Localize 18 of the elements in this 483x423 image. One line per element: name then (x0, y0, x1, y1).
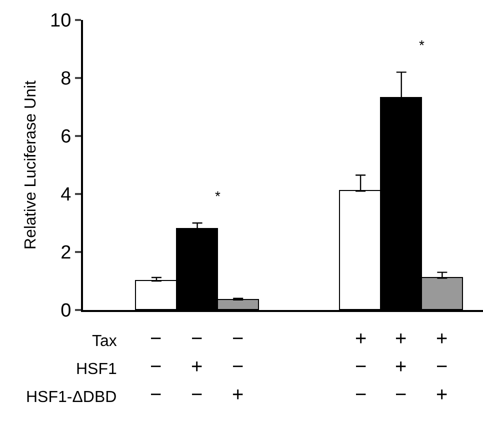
y-tick-label: 10 (50, 10, 72, 32)
x-tick-label: − − + (232, 328, 244, 406)
x-tick-label: + + − (395, 328, 407, 406)
y-tick-label: 8 (60, 68, 72, 90)
text: Tax (92, 333, 117, 350)
annotation: * (215, 188, 221, 204)
text: HSF1 (76, 361, 117, 378)
y-tick-label: 6 (60, 126, 72, 148)
annotation: * (419, 37, 425, 53)
text: HSF1-ΔDBD (26, 389, 117, 406)
y-axis-title: Relative Luciferase Unit (22, 80, 40, 250)
y-tick-label: 0 (60, 300, 72, 322)
y-tick-label: 2 (60, 242, 72, 264)
x-tick-label: + − − (355, 328, 367, 406)
x-tick-label: − − − (150, 328, 162, 406)
x-tick-label: + − + (436, 328, 448, 406)
y-tick-label: 4 (60, 184, 72, 206)
x-tick-label: − + − (191, 328, 203, 406)
